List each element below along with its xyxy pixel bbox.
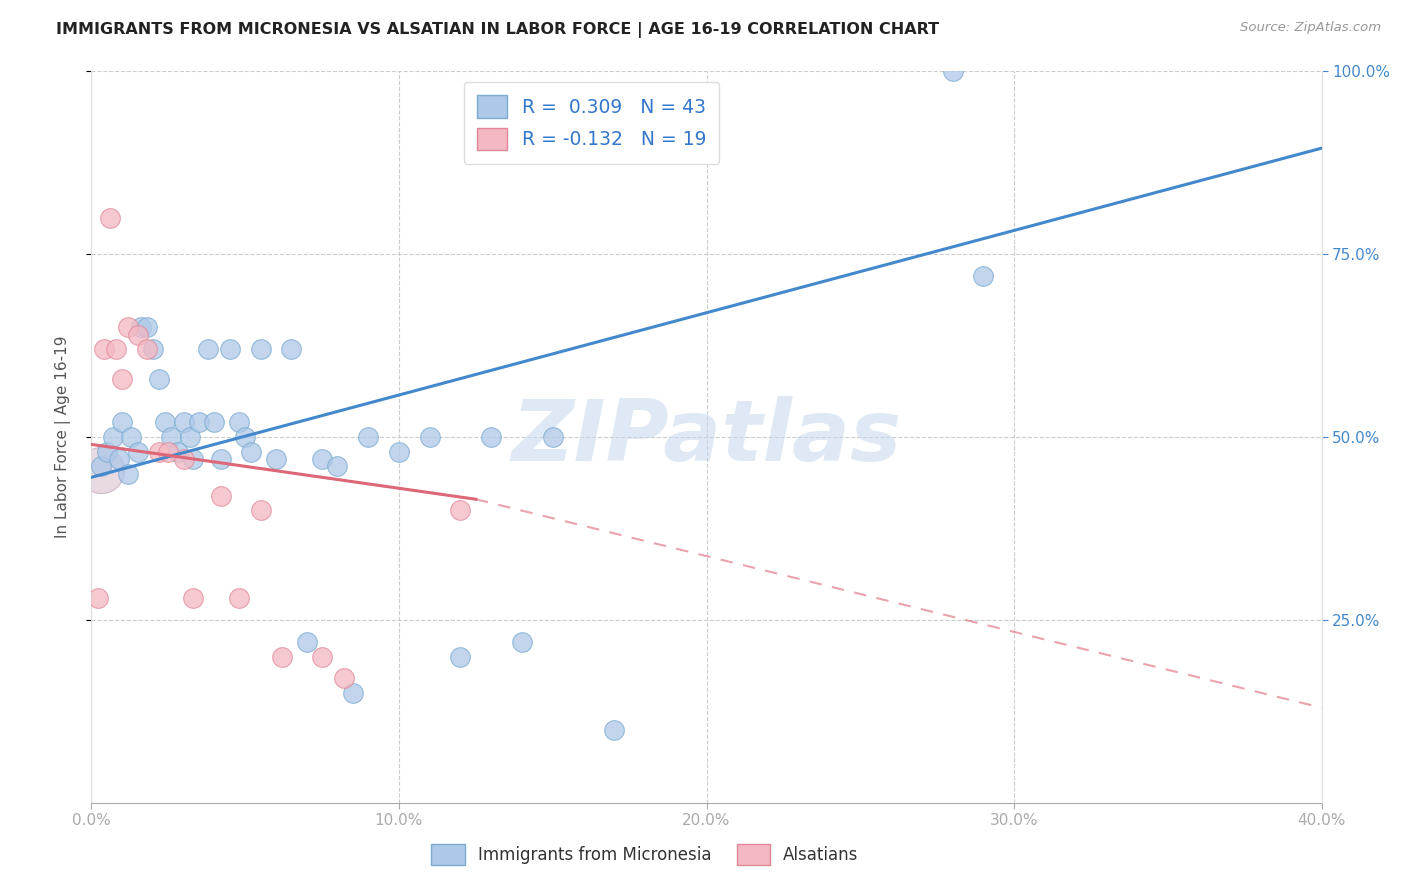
Point: [111, 416, 134, 430]
Point: [202, 416, 225, 430]
Point: [197, 343, 219, 357]
Point: [228, 591, 250, 605]
Point: [127, 444, 149, 458]
Point: [188, 416, 211, 430]
Point: [120, 430, 142, 444]
Point: [218, 343, 240, 357]
Point: [510, 635, 533, 649]
Point: [249, 343, 271, 357]
Point: [90, 463, 112, 477]
Point: [98, 211, 121, 225]
Point: [96, 444, 118, 458]
Point: [419, 430, 441, 444]
Text: ZIPatlas: ZIPatlas: [512, 395, 901, 479]
Point: [129, 320, 152, 334]
Point: [541, 430, 564, 444]
Point: [311, 649, 333, 664]
Point: [209, 452, 232, 467]
Point: [295, 635, 318, 649]
Point: [449, 503, 471, 517]
Point: [326, 459, 349, 474]
Point: [153, 416, 177, 430]
Point: [173, 452, 195, 467]
Point: [157, 444, 180, 458]
Point: [117, 320, 139, 334]
Point: [173, 416, 195, 430]
Point: [148, 444, 170, 458]
Point: [117, 467, 139, 481]
Point: [264, 452, 287, 467]
Point: [942, 64, 965, 78]
Point: [388, 444, 411, 458]
Point: [181, 591, 204, 605]
Point: [160, 430, 183, 444]
Point: [342, 686, 364, 700]
Point: [311, 452, 333, 467]
Text: IMMIGRANTS FROM MICRONESIA VS ALSATIAN IN LABOR FORCE | AGE 16-19 CORRELATION CH: IMMIGRANTS FROM MICRONESIA VS ALSATIAN I…: [56, 22, 939, 38]
Point: [101, 430, 124, 444]
Point: [181, 452, 204, 467]
Point: [179, 430, 201, 444]
Point: [209, 489, 232, 503]
Point: [271, 649, 294, 664]
Point: [240, 444, 263, 458]
Text: Source: ZipAtlas.com: Source: ZipAtlas.com: [1240, 21, 1381, 34]
Point: [233, 430, 256, 444]
Point: [449, 649, 471, 664]
Point: [108, 452, 131, 467]
Point: [105, 343, 127, 357]
Point: [280, 343, 302, 357]
Y-axis label: In Labor Force | Age 16-19: In Labor Force | Age 16-19: [55, 335, 70, 539]
Point: [127, 327, 149, 342]
Point: [135, 343, 157, 357]
Point: [972, 269, 994, 284]
Point: [93, 343, 115, 357]
Point: [249, 503, 271, 517]
Point: [228, 416, 250, 430]
Point: [166, 444, 188, 458]
Point: [479, 430, 502, 444]
Point: [142, 343, 165, 357]
Point: [135, 320, 157, 334]
Point: [90, 459, 112, 474]
Point: [90, 463, 112, 477]
Point: [603, 723, 626, 737]
Point: [111, 371, 134, 385]
Point: [357, 430, 380, 444]
Point: [332, 672, 354, 686]
Point: [86, 591, 108, 605]
Point: [148, 371, 170, 385]
Legend: Immigrants from Micronesia, Alsatians: Immigrants from Micronesia, Alsatians: [425, 838, 865, 871]
